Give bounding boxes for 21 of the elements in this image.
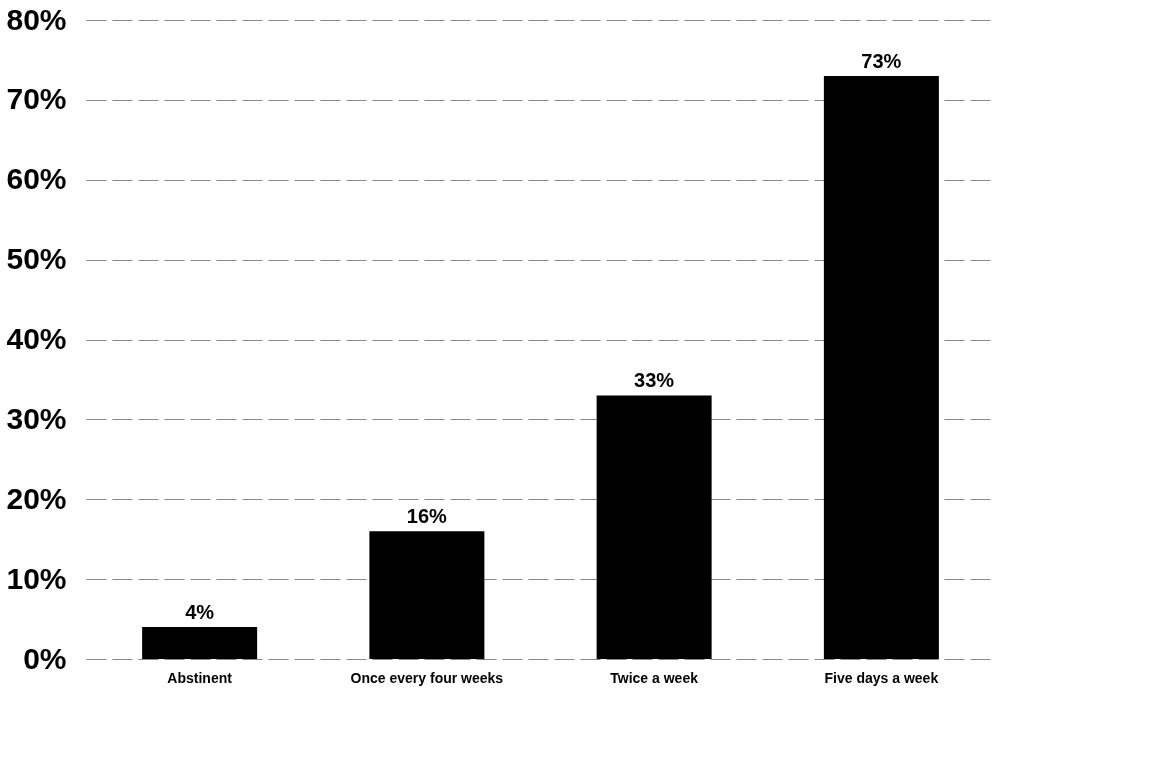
data-label: 73% xyxy=(861,49,902,72)
y-tick-label: 30% xyxy=(6,401,67,435)
bar xyxy=(596,395,712,659)
y-tick-label: 60% xyxy=(6,162,67,196)
bar xyxy=(369,531,485,659)
x-tick-label: Twice a week xyxy=(610,669,699,686)
y-tick-label: 20% xyxy=(6,481,67,515)
x-tick-label: Abstinent xyxy=(167,669,233,686)
y-tick-label: 10% xyxy=(6,561,67,595)
y-tick-label: 50% xyxy=(6,242,67,276)
data-label: 16% xyxy=(406,505,448,528)
y-tick-label: 0% xyxy=(23,641,67,675)
bar xyxy=(142,627,258,659)
bar xyxy=(823,75,939,659)
y-tick-label: 80% xyxy=(6,2,67,36)
x-tick-label: Five days a week xyxy=(824,669,939,686)
y-tick-label: 70% xyxy=(6,82,67,116)
x-tick-label: Once every four weeks xyxy=(350,669,504,686)
data-label: 4% xyxy=(185,601,215,624)
y-tick-label: 40% xyxy=(6,322,67,355)
data-label: 33% xyxy=(634,369,675,392)
